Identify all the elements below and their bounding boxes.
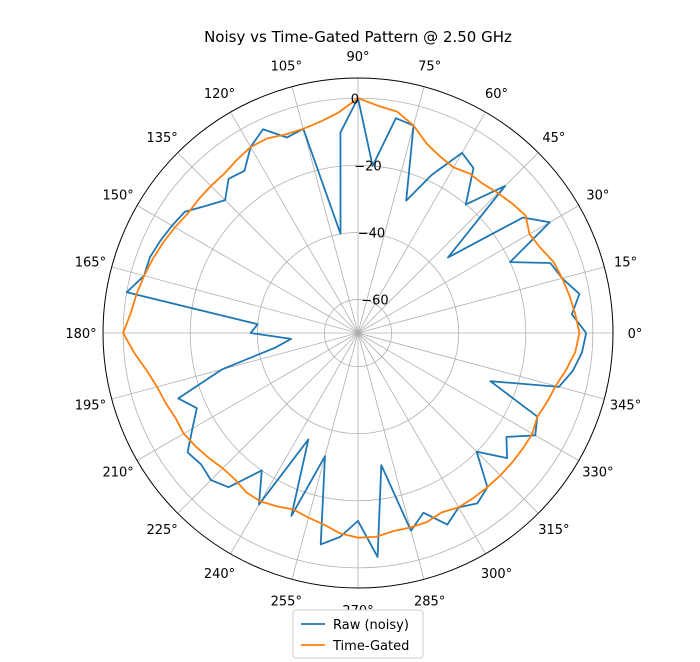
theta-gridline-10 bbox=[136, 205, 359, 334]
polar-outer-circle bbox=[102, 77, 614, 589]
polar-frame bbox=[102, 77, 614, 589]
theta-gridline-21 bbox=[357, 332, 539, 514]
theta-gridline-8 bbox=[230, 111, 359, 334]
chart-title: Noisy vs Time-Gated Pattern @ 2.50 GHz bbox=[204, 28, 512, 46]
legend-box bbox=[292, 609, 424, 659]
theta-tick-label-14: 210° bbox=[102, 466, 133, 481]
theta-gridline-22 bbox=[357, 332, 580, 461]
theta-tick-label-12: 180° bbox=[65, 327, 96, 342]
legend-label-1: Time-Gated bbox=[332, 639, 409, 654]
theta-tick-label-19: 285° bbox=[414, 595, 445, 610]
theta-tick-label-23: 345° bbox=[610, 399, 641, 414]
legend-label-0: Raw (noisy) bbox=[333, 618, 409, 633]
theta-tick-label-9: 135° bbox=[146, 131, 177, 146]
theta-gridline-11 bbox=[111, 266, 359, 334]
theta-tick-label-8: 120° bbox=[204, 87, 235, 102]
theta-gridline-23 bbox=[357, 332, 605, 400]
theta-gridline-15 bbox=[177, 332, 359, 514]
theta-tick-label-11: 165° bbox=[75, 255, 106, 270]
theta-gridline-7 bbox=[291, 86, 359, 334]
theta-tick-label-21: 315° bbox=[538, 523, 569, 538]
theta-tick-label-3: 45° bbox=[542, 131, 565, 146]
theta-tick-label-2: 30° bbox=[586, 189, 609, 204]
theta-tick-label-6: 90° bbox=[346, 50, 369, 65]
theta-gridline-20 bbox=[357, 332, 486, 555]
theta-gridline-14 bbox=[136, 332, 359, 461]
theta-gridline-13 bbox=[111, 332, 359, 400]
theta-tick-label-7: 105° bbox=[271, 59, 302, 74]
theta-gridline-4 bbox=[357, 111, 486, 334]
theta-gridline-3 bbox=[357, 152, 539, 334]
theta-tick-label-22: 330° bbox=[582, 466, 613, 481]
series-line-1 bbox=[122, 97, 581, 539]
theta-tick-label-13: 195° bbox=[75, 399, 106, 414]
theta-gridline-19 bbox=[357, 332, 425, 580]
r-tick-label-0: 0 bbox=[351, 92, 359, 107]
legend: Raw (noisy) Time-Gated bbox=[292, 609, 424, 659]
theta-gridline-9 bbox=[177, 152, 359, 334]
theta-tick-label-5: 75° bbox=[418, 59, 441, 74]
r-tick-label-3: −60 bbox=[361, 293, 388, 308]
angular-tick-labels: 0° 15° 30° 45° 60° 75° 90° 105° 120° 135° 150° 165°… bbox=[65, 50, 642, 619]
r-tick-label-2: −40 bbox=[358, 226, 385, 241]
theta-tick-label-10: 150° bbox=[102, 189, 133, 204]
theta-tick-label-15: 225° bbox=[146, 523, 177, 538]
theta-gridline-1 bbox=[357, 266, 605, 334]
r-tick-label-1: −20 bbox=[354, 159, 381, 174]
theta-gridline-2 bbox=[357, 205, 580, 334]
series-group bbox=[122, 97, 588, 558]
polar-grid bbox=[103, 78, 613, 588]
theta-tick-label-1: 15° bbox=[614, 255, 637, 270]
theta-tick-label-0: 0° bbox=[628, 327, 643, 342]
theta-tick-label-4: 60° bbox=[485, 87, 508, 102]
theta-tick-label-17: 255° bbox=[271, 595, 302, 610]
theta-tick-label-20: 300° bbox=[481, 567, 512, 582]
radial-tick-labels: 0 −20 −40 −60 bbox=[351, 92, 389, 308]
theta-tick-label-16: 240° bbox=[204, 567, 235, 582]
theta-gridline-16 bbox=[230, 332, 359, 555]
